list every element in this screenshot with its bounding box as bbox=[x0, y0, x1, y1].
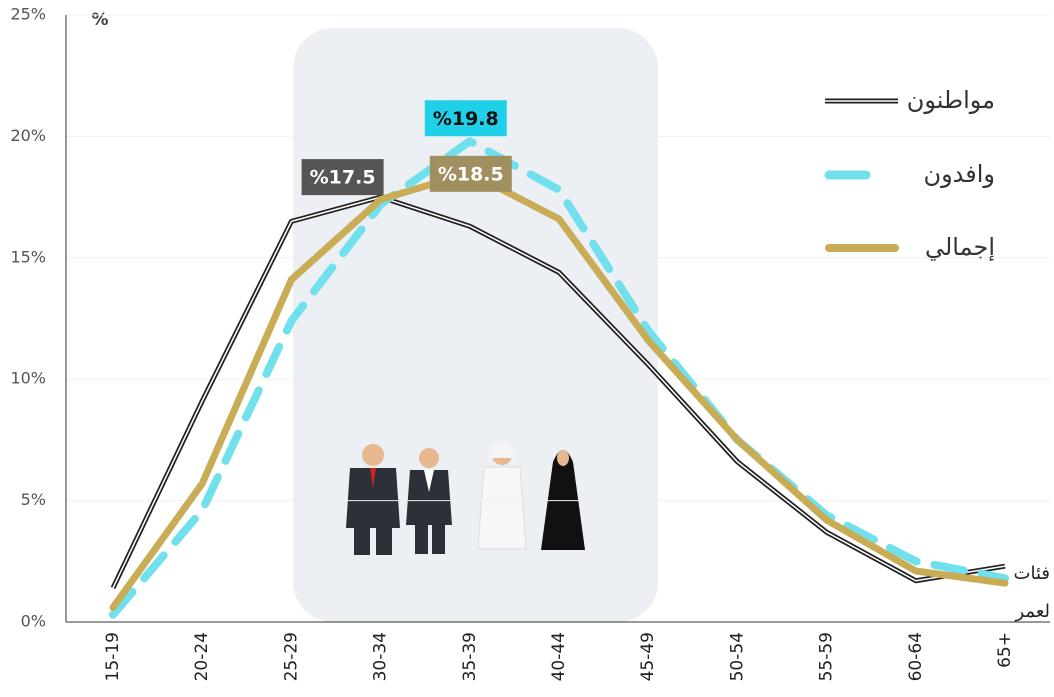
data-label-box bbox=[301, 159, 384, 196]
y-tick-label: 25% bbox=[10, 5, 46, 24]
x-tick-label: 60-64 bbox=[906, 632, 926, 681]
data-label-box bbox=[424, 100, 507, 137]
x-axis-label: لعمر bbox=[1014, 601, 1050, 622]
y-tick-label: 5% bbox=[21, 490, 46, 509]
legend-label: إجمالي bbox=[925, 233, 995, 262]
y-tick-label: 10% bbox=[10, 369, 46, 388]
legend-label: مواطنون bbox=[907, 86, 995, 114]
x-tick-label: 15-19 bbox=[103, 632, 123, 681]
series-line-inner bbox=[112, 196, 1006, 589]
x-tick-label: 40-44 bbox=[549, 632, 569, 681]
x-tick-label: 20-24 bbox=[192, 632, 212, 681]
y-tick-label: 15% bbox=[10, 247, 46, 266]
x-axis-label: فئات bbox=[1014, 563, 1050, 584]
x-tick-label: 35-39 bbox=[460, 632, 480, 681]
x-tick-label: 25-29 bbox=[281, 632, 301, 681]
data-label: %18.5 bbox=[438, 163, 504, 185]
x-tick-label: 55-59 bbox=[817, 632, 837, 681]
data-label: %19.8 bbox=[433, 108, 499, 130]
x-tick-label: 45-49 bbox=[638, 632, 658, 681]
series-line bbox=[109, 169, 1009, 611]
x-tick-label: 30-34 bbox=[371, 632, 391, 681]
unit-label: % bbox=[91, 10, 108, 30]
people-illustration bbox=[346, 442, 585, 555]
series-line bbox=[109, 137, 1009, 619]
x-tick-label: 65+ bbox=[995, 632, 1015, 668]
legend-label: وافدون bbox=[923, 160, 995, 188]
y-tick-label: 20% bbox=[10, 126, 46, 145]
y-tick-label: 0% bbox=[21, 612, 46, 631]
x-tick-label: 50-54 bbox=[727, 632, 747, 681]
data-label: %17.5 bbox=[310, 167, 376, 189]
data-label-box bbox=[429, 155, 512, 192]
